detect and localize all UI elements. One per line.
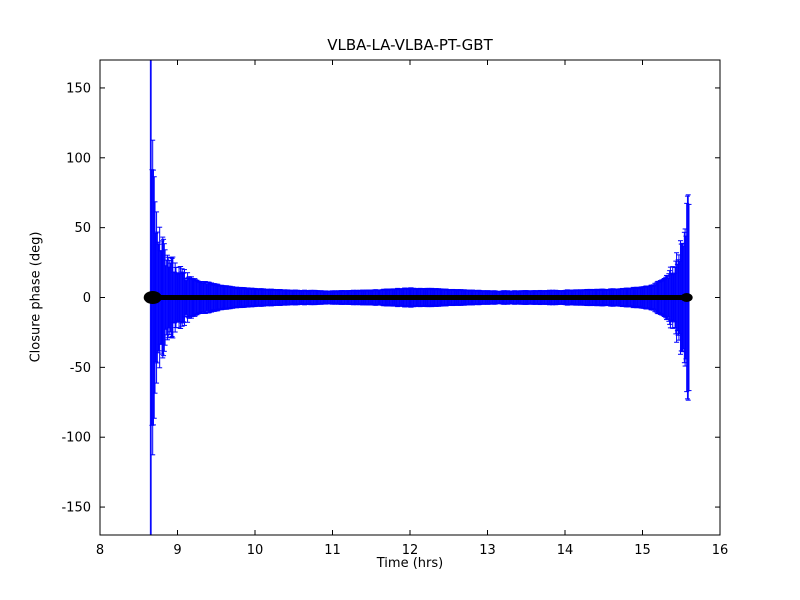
y-tick-label: -100 <box>61 431 91 446</box>
y-tick-label: -150 <box>61 501 91 516</box>
x-tick-label: 15 <box>634 543 651 558</box>
y-tick-label: 150 <box>66 81 91 96</box>
y-tick-label: -50 <box>70 361 91 376</box>
x-tick-label: 12 <box>402 543 419 558</box>
x-tick-label: 11 <box>324 543 341 558</box>
x-tick-label: 8 <box>96 543 104 558</box>
x-tick-label: 16 <box>712 543 729 558</box>
y-axis-label: Closure phase (deg) <box>28 231 44 363</box>
y-tick-label: 50 <box>74 221 91 236</box>
x-tick-label: 13 <box>479 543 496 558</box>
chart-title: VLBA-LA-VLBA-PT-GBT <box>327 36 493 54</box>
x-axis-label: Time (hrs) <box>376 556 444 571</box>
data-markers <box>143 291 693 304</box>
x-ticks: 8 9 10 11 12 13 14 15 16 <box>96 60 728 558</box>
x-tick-label: 14 <box>557 543 574 558</box>
y-tick-label: 100 <box>66 151 91 166</box>
x-tick-label: 9 <box>173 543 181 558</box>
y-tick-label: 0 <box>83 291 91 306</box>
x-tick-label: 10 <box>247 543 264 558</box>
y-ticks: -150 -100 -50 0 50 100 150 <box>61 81 720 516</box>
